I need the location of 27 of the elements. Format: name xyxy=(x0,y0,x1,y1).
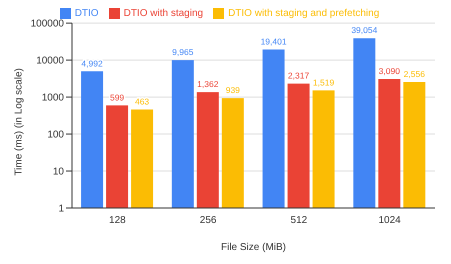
data-label: 599 xyxy=(110,92,124,102)
data-label: 939 xyxy=(226,85,240,96)
x-tick-label: 512 xyxy=(290,215,308,226)
data-label: 2,317 xyxy=(288,70,310,81)
data-label: 9,965 xyxy=(172,47,194,58)
legend-label: DTIO xyxy=(74,8,99,20)
y-tick-label: 100000 xyxy=(30,18,64,30)
y-axis-title: Time (ms) (in Log scale) xyxy=(14,68,25,176)
x-tick-label: 128 xyxy=(109,215,126,226)
data-label: 463 xyxy=(134,96,150,106)
data-label: 19,401 xyxy=(260,36,287,46)
data-label: 1,519 xyxy=(312,77,334,88)
data-label: 2,556 xyxy=(404,69,426,80)
data-label: 1,362 xyxy=(197,79,219,90)
x-tick-label: 256 xyxy=(200,215,217,226)
data-label: 3,090 xyxy=(378,66,400,76)
data-label: 4,992 xyxy=(81,58,103,68)
x-tick-label: 1024 xyxy=(378,215,402,226)
data-label: 39,054 xyxy=(351,25,378,36)
legend-label: DTIO with staging and prefetching xyxy=(228,8,380,20)
legend-label: DTIO with staging xyxy=(124,8,204,20)
y-tick-label: 1 xyxy=(58,204,64,215)
x-axis-title: File Size (MiB) xyxy=(220,242,286,253)
y-tick-label: 10 xyxy=(52,166,64,178)
y-tick-label: 10000 xyxy=(36,56,64,67)
y-tick-label: 100 xyxy=(47,130,64,141)
y-tick-label: 1000 xyxy=(42,92,64,104)
